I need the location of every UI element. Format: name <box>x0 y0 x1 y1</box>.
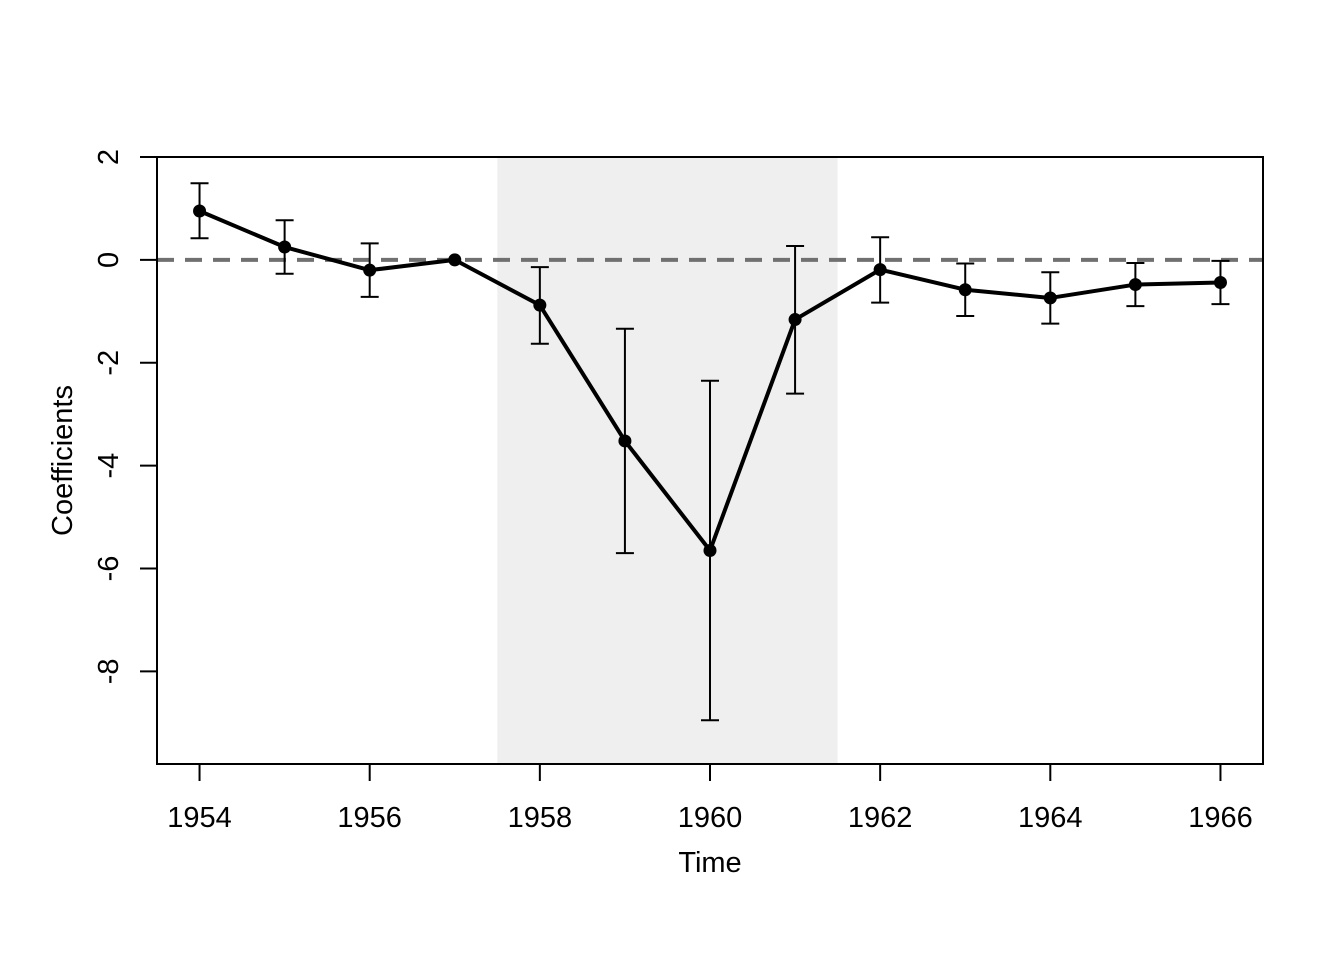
data-point <box>958 283 972 297</box>
data-point-layer <box>193 204 1227 558</box>
shaded-period <box>497 157 838 764</box>
x-axis: 1954 1956 1958 1960 1962 1964 1966 <box>167 763 1253 834</box>
data-point <box>533 298 547 312</box>
data-point <box>618 434 632 448</box>
y-tick-label: -8 <box>93 659 125 685</box>
y-axis: -8 -6 -4 -2 0 2 <box>93 149 158 685</box>
x-tick-label: 1958 <box>508 802 573 834</box>
data-point <box>703 544 717 558</box>
y-tick-label: -2 <box>93 350 125 376</box>
y-axis-title: Coefficients <box>47 385 79 536</box>
x-tick-label: 1962 <box>848 802 913 834</box>
data-point <box>193 204 207 218</box>
x-tick-label: 1954 <box>167 802 232 834</box>
x-tick-label: 1964 <box>1018 802 1083 834</box>
data-point <box>1128 278 1142 292</box>
x-tick-label: 1960 <box>678 802 743 834</box>
data-point <box>278 240 292 254</box>
y-tick-label: 2 <box>93 149 125 165</box>
x-tick-label: 1966 <box>1188 802 1253 834</box>
x-tick-label: 1956 <box>337 802 402 834</box>
data-point <box>448 253 462 267</box>
data-point <box>363 263 377 277</box>
shaded-period-layer <box>497 157 838 764</box>
data-point <box>1213 276 1227 290</box>
y-tick-label: -6 <box>93 556 125 582</box>
x-axis-title: Time <box>678 847 741 879</box>
data-point <box>1043 291 1057 305</box>
data-point <box>788 313 802 327</box>
data-point <box>873 263 887 277</box>
y-tick-label: -4 <box>93 453 125 479</box>
y-tick-label: 0 <box>93 252 125 268</box>
